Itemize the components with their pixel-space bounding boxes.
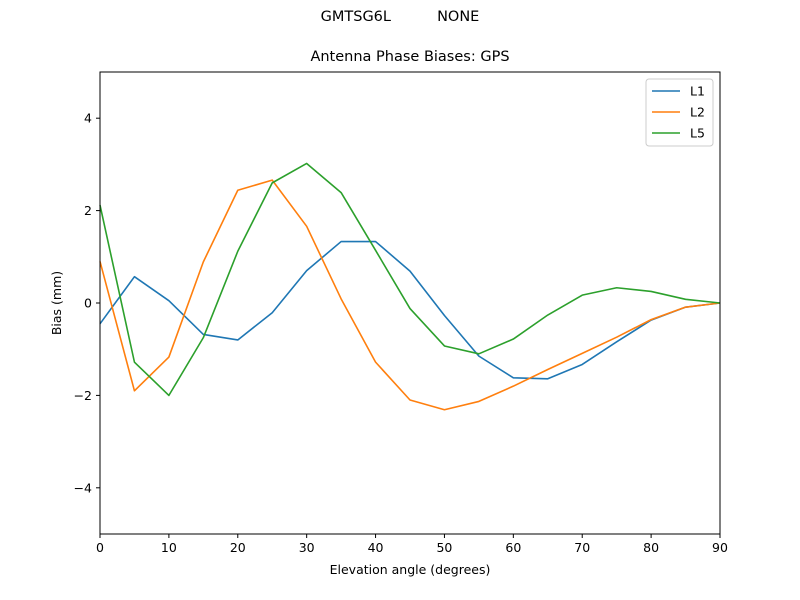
series-line-l1: [99, 240, 721, 380]
x-tick-label: 90: [712, 540, 728, 555]
y-tick-label: −4: [74, 480, 92, 495]
series-line-l5: [99, 162, 721, 397]
y-tick-label: 2: [84, 203, 92, 218]
figure-suptitle: GMTSG6L NONE: [320, 9, 480, 25]
x-tick-label: 50: [436, 540, 452, 555]
x-axis-label: Elevation angle (degrees): [330, 562, 491, 577]
x-tick-label: 60: [505, 540, 521, 555]
y-tick-label: 4: [84, 111, 92, 126]
legend-label-l5: L5: [690, 126, 705, 141]
series-line-l2: [99, 179, 721, 411]
legend-label-l1: L1: [690, 84, 705, 99]
y-axis-ticks: −4 −2 0 2 4: [74, 111, 100, 495]
x-tick-label: 10: [161, 540, 177, 555]
legend-label-l2: L2: [690, 105, 705, 120]
x-tick-label: 70: [574, 540, 590, 555]
legend: L1 L2 L5: [645, 78, 714, 147]
y-tick-label: −2: [74, 388, 92, 403]
y-axis-label: Bias (mm): [49, 271, 64, 335]
x-tick-label: 40: [368, 540, 384, 555]
plot-frame: [99, 71, 721, 535]
chart-title: Antenna Phase Biases: GPS: [310, 49, 510, 65]
y-tick-label: 0: [84, 296, 92, 311]
x-tick-label: 20: [230, 540, 246, 555]
x-tick-label: 80: [643, 540, 659, 555]
x-tick-label: 30: [299, 540, 315, 555]
x-axis-ticks: 0 10 20 30 40 50 60 70 80 90: [96, 534, 728, 555]
series-lines: [99, 162, 721, 411]
x-tick-label: 0: [96, 540, 104, 555]
